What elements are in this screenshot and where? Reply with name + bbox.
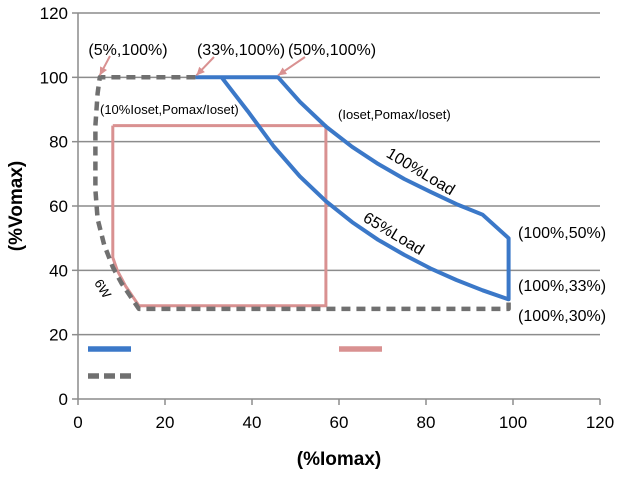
series-group [93, 75, 511, 312]
x-tick-label: 60 [330, 413, 349, 432]
annotation-arrows [98, 55, 306, 77]
y-tick-label: 120 [40, 4, 68, 23]
y-tick-label: 0 [59, 390, 68, 409]
x-tick-label: 120 [586, 413, 614, 432]
annotation-label: (Ioset,Pomax/Ioset) [338, 107, 451, 122]
y-tick-label: 100 [40, 68, 68, 87]
y-tick-label: 40 [49, 261, 68, 280]
annotation-label: (33%,100%) [197, 42, 285, 59]
y-tick-label: 20 [49, 326, 68, 345]
x-tick-label: 20 [156, 413, 175, 432]
y-axis-label: (%Vomax) [6, 161, 27, 251]
annotation-label: (10%Ioset,Pomax/Ioset) [100, 102, 239, 117]
tick-labels: 0 20 40 60 80 100 120 0 20 40 60 80 100 120 [40, 4, 615, 432]
legend [88, 346, 382, 379]
x-tick-label: 100 [499, 413, 527, 432]
annotation-arrowhead [196, 66, 205, 76]
annotation-label: (5%,100%) [88, 42, 167, 59]
x-tick-label: 0 [73, 413, 82, 432]
annotation-arrowhead [99, 66, 108, 76]
annotation-label: (100%,50%) [518, 225, 606, 242]
y-tick-label: 60 [49, 197, 68, 216]
x-tick-label: 40 [243, 413, 262, 432]
annotation-arrowhead [278, 67, 288, 76]
axes [72, 12, 601, 405]
x-tick-label: 80 [417, 413, 436, 432]
x-axis-label: (%Iomax) [297, 449, 381, 470]
annotation-label: (100%,33%) [518, 278, 606, 295]
series-line-gray-dashed [93, 75, 511, 312]
y-tick-label: 80 [49, 133, 68, 152]
annotation-label: (100%,30%) [518, 308, 606, 325]
series-line-pink-solid [111, 124, 328, 308]
annotations: (5%,100%) (33%,100%) (50%,100%) (10%Ioset,P… [88, 42, 606, 325]
annotation-label: (50%,100%) [288, 42, 376, 59]
series-line-blue-solid [195, 75, 511, 302]
annotation-label: 6W [91, 276, 114, 301]
